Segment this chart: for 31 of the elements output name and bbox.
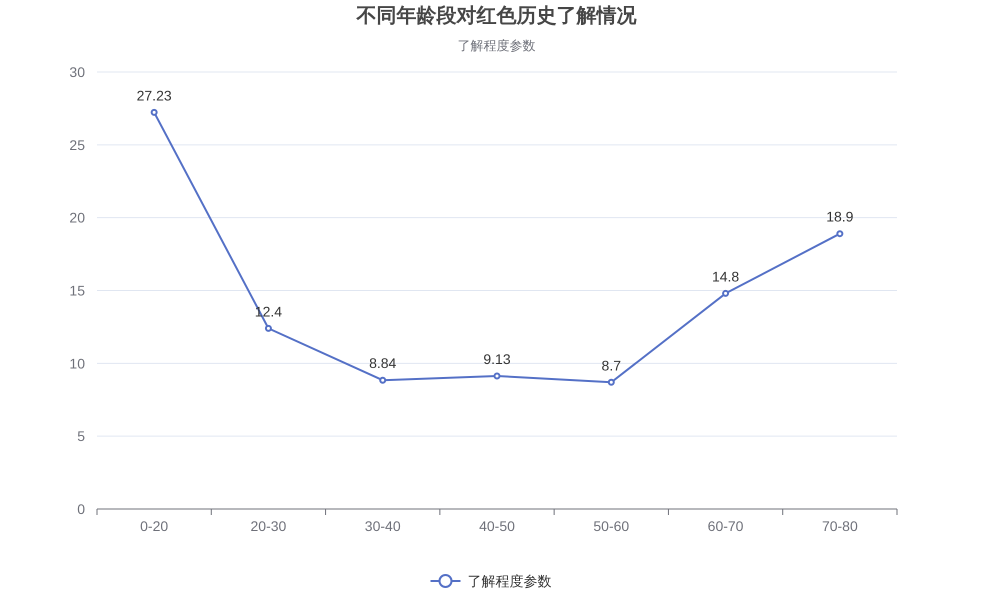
y-tick-label: 15 <box>69 282 86 298</box>
title: 不同年龄段对红色历史了解情况 <box>356 5 636 27</box>
y-tick-label: 25 <box>69 136 86 153</box>
point <box>150 108 158 116</box>
subtitle: 了解程度参数 <box>458 38 536 53</box>
data-label: 18.9 <box>826 208 854 225</box>
point <box>494 372 500 380</box>
legend-label: 了解程度参数 <box>468 573 552 589</box>
x-tick-label: 50-60 <box>593 518 630 534</box>
point <box>379 376 386 384</box>
data-label: 27.23 <box>136 87 172 104</box>
x-tick-label: 0-20 <box>140 518 168 534</box>
x-tick-label: 60-70 <box>708 518 744 534</box>
point <box>836 230 844 238</box>
y-tick-label: 20 <box>69 210 86 226</box>
legend: 了解程度参数 <box>430 573 552 589</box>
y-tick-label: 5 <box>77 428 86 444</box>
point <box>608 378 615 386</box>
y-tick-label: 0 <box>77 501 86 517</box>
data-label: 9.13 <box>483 351 511 368</box>
data-label: 8.7 <box>602 357 622 374</box>
x-tick-label: 20-30 <box>250 518 287 534</box>
point <box>264 324 272 332</box>
data-label: 14.8 <box>712 268 740 284</box>
x-tick-label: 30-40 <box>364 518 401 534</box>
y-tick-label: 10 <box>69 355 86 372</box>
x-tick-label: 70-80 <box>822 518 858 534</box>
x-tick-label: 40-50 <box>479 518 516 534</box>
data-label: 8.84 <box>369 355 397 372</box>
point <box>722 290 730 297</box>
y-tick-label: 30 <box>69 64 86 80</box>
